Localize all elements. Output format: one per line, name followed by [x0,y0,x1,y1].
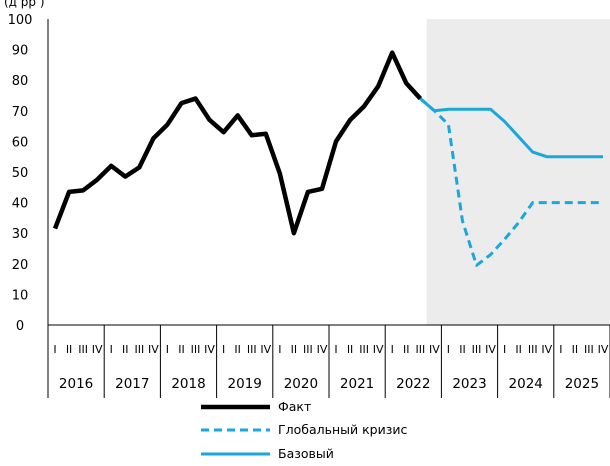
series-line-fact [52,50,422,236]
quarter-tick-label: I [391,343,394,356]
y-tick-label: 0 [16,319,24,334]
quarter-tick-label: III [247,343,257,356]
quarter-tick-label: II [572,343,579,356]
quarter-tick-label: II [178,343,185,356]
quarter-tick-label: III [78,343,88,356]
y-tick-label: 70 [12,105,29,120]
quarter-tick-label: III [303,343,313,356]
quarter-tick-label: III [528,343,538,356]
quarter-tick-label: III [134,343,144,356]
year-tick-label: 2018 [171,376,205,392]
y-tick-label: 30 [12,227,29,242]
quarter-tick-label: II [66,343,73,356]
quarter-tick-label: II [234,343,241,356]
quarter-tick-label: IV [204,343,215,356]
quarter-tick-label: IV [485,343,496,356]
year-tick-label: 2020 [284,376,318,392]
quarter-tick-label: III [191,343,201,356]
quarter-tick-label: IV [148,343,159,356]
legend-label: Базовый [278,446,334,461]
quarter-tick-label: III [472,343,482,356]
y-tick-label: 50 [12,166,29,181]
legend-label: Глобальный кризис [278,422,408,437]
quarter-tick-label: II [122,343,129,356]
year-tick-label: 2016 [59,376,93,392]
quarter-tick-label: IV [92,343,103,356]
y-tick-label: 40 [12,197,29,212]
quarter-tick-label: I [278,343,281,356]
legend-label: Факт [278,399,311,414]
quarter-tick-label: I [53,343,56,356]
quarter-tick-label: III [415,343,425,356]
y-tick-label: 60 [12,135,29,150]
year-tick-label: 2022 [396,376,430,392]
quarter-tick-label: IV [260,343,271,356]
quarter-tick-label: I [334,343,337,356]
year-tick-label: 2025 [565,376,599,392]
quarter-tick-label: IV [541,343,552,356]
chart-title-fragment: (д рр ) [4,0,45,9]
y-tick-label: 10 [12,288,29,303]
year-tick-label: 2023 [452,376,486,392]
quarter-tick-label: III [584,343,594,356]
y-tick-label: 80 [12,74,29,89]
quarter-tick-label: IV [317,343,328,356]
forecast-shaded-region [426,19,610,325]
quarter-tick-label: I [447,343,450,356]
y-tick-label: 90 [12,44,29,59]
quarter-tick-label: II [515,343,522,356]
series-line-baseline [419,97,603,159]
y-tick-label: 20 [12,258,29,273]
year-tick-label: 2024 [509,376,543,392]
quarter-tick-label: IV [598,343,609,356]
quarter-tick-label: II [403,343,410,356]
quarter-tick-label: III [359,343,369,356]
quarter-tick-label: II [347,343,354,356]
series-line-global-crisis [419,97,603,267]
quarter-tick-label: II [291,343,298,356]
quarter-tick-label: I [559,343,562,356]
quarter-tick-label: I [222,343,225,356]
quarter-tick-label: IV [373,343,384,356]
quarter-tick-label: IV [429,343,440,356]
year-tick-label: 2017 [115,376,149,392]
legend: Факт Глобальный кризис Базовый [201,399,408,461]
year-tick-label: 2019 [228,376,262,392]
quarter-tick-label: II [459,343,466,356]
quarter-tick-label: I [166,343,169,356]
y-tick-label: 100 [8,13,33,28]
quarter-tick-label: I [503,343,506,356]
series-lines [52,50,603,267]
year-tick-label: 2021 [340,376,374,392]
quarter-tick-label: I [110,343,113,356]
